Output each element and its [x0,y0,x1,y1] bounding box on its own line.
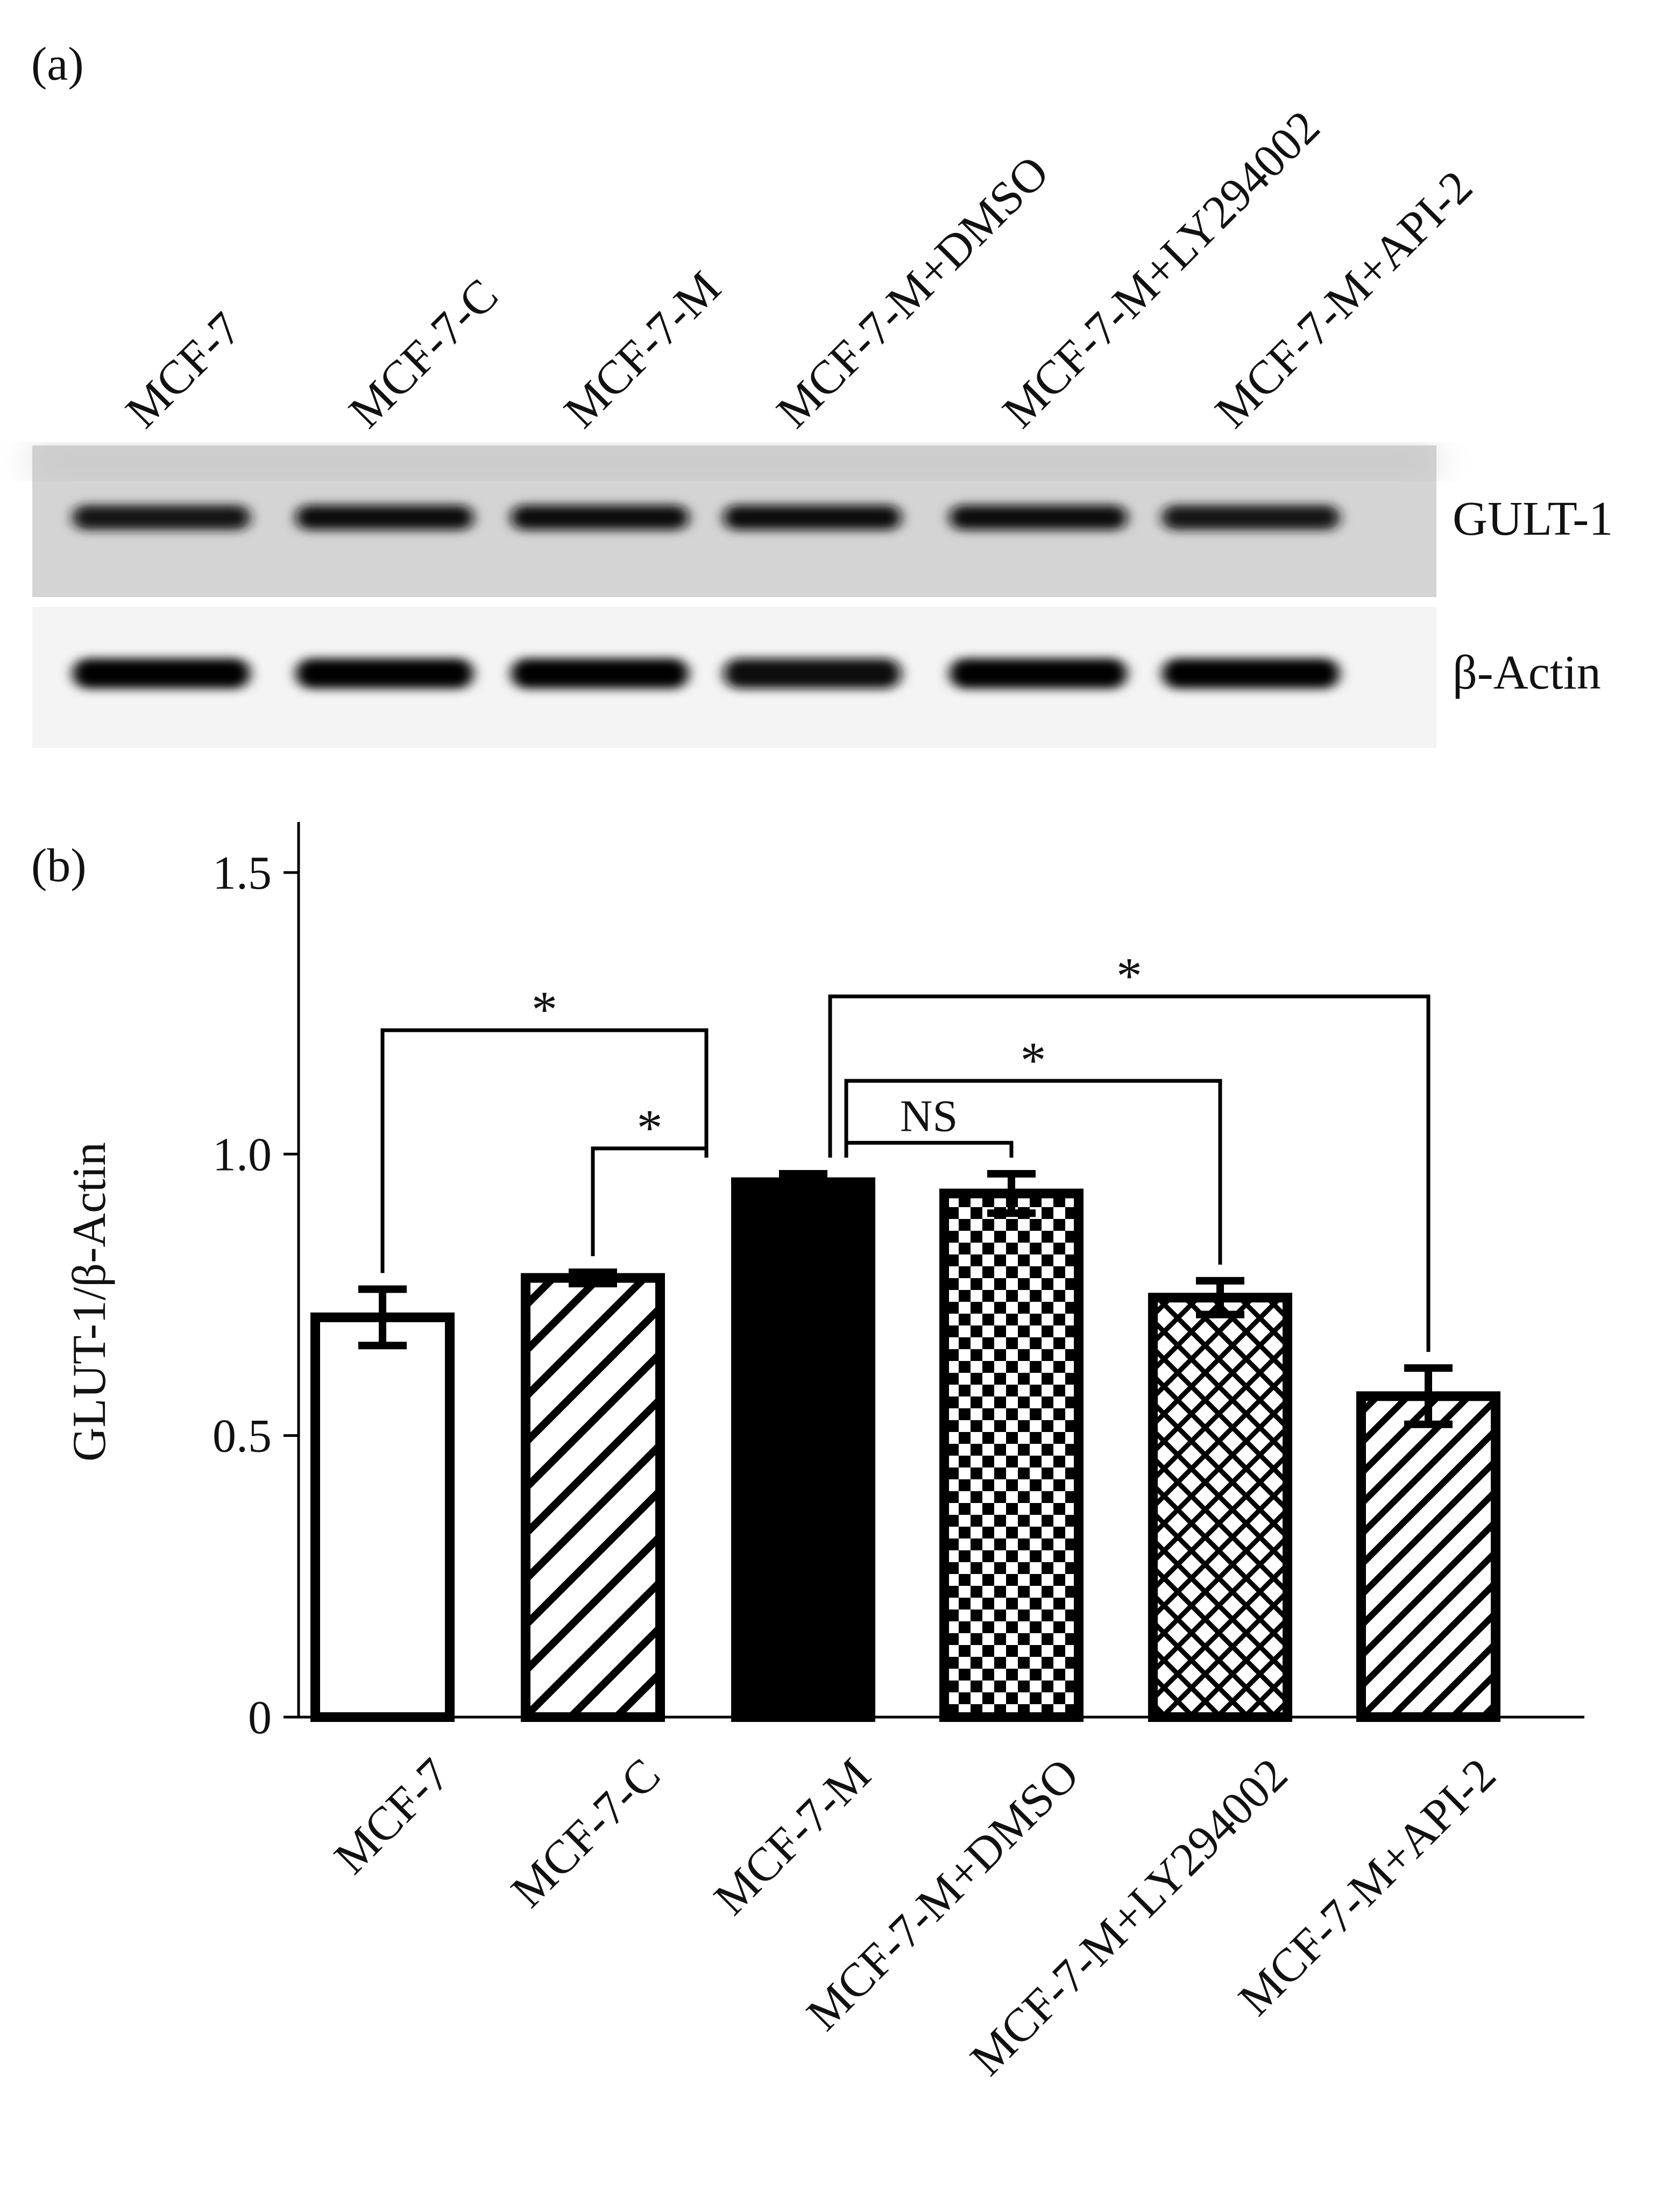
blot-band [511,658,689,689]
lane-labels: MCF-7 MCF-7-C MCF-7-M MCF-7-M+DMSOMCF-7-M+L… [116,101,1483,438]
bar [1148,1293,1292,1722]
blot-band [73,658,250,689]
y-tick-label: 0.5 [213,1410,272,1463]
significance-label: * [532,981,557,1038]
y-tick-label: 0 [248,1692,272,1744]
significance-label: NS [900,1091,958,1141]
blot-band [950,658,1127,689]
blot-label-actin: β-Actin [1453,646,1601,699]
bar [939,1188,1084,1722]
lane-label: MCF-7-C [339,269,508,438]
significance-bracket [380,1028,709,1273]
x-tick-labels: MCF-7 MCF-7-C MCF-7-MMCF-7-M+DMSOMCF-7-M+L… [324,1749,1506,2086]
y-tick-label: 1.5 [213,847,272,899]
bar [731,1177,875,1722]
x-tick-label: MCF-7-C [501,1749,670,1918]
significance-bracket [591,1146,709,1257]
x-tick-label: MCF-7-M [704,1749,881,1925]
significance-bracket [844,1079,1222,1265]
significance-label: * [637,1099,663,1157]
significance-brackets: * * NS * * [380,947,1431,1352]
bar [1356,1391,1500,1722]
lane-label: MCF-7 [116,302,252,438]
blot-band [296,505,473,530]
significance-label: * [1021,1031,1046,1089]
gult1-bands [73,505,1340,530]
blot-gult1-strip [32,445,1436,597]
blot-band [1162,505,1340,530]
panel-b-label: (b) [31,840,87,892]
blot-band [724,658,901,689]
panel-b-bar-chart: (b) GLUT-1/β-Actin 0 0.5 1.0 1.5 * * NS * * MCF… [31,822,1584,2086]
significance-label: * [1116,947,1142,1004]
panel-a-western-blot: (a) MCF-7 MCF-7-C MCF-7-M MCF-7-M+DMSOMCF-7… [31,38,1613,748]
blot-band [511,505,689,530]
lane-label: MCF-7-M [555,261,731,438]
significance-bracket [844,1140,1014,1158]
bars [310,1177,1500,1722]
error-bars [358,1169,1453,1428]
x-tick-label: MCF-7 [324,1749,460,1884]
y-axis-label: GLUT-1/β-Actin [63,1142,116,1462]
blot-band [1162,658,1340,689]
actin-bands [73,658,1340,689]
blot-band [73,505,250,530]
blot-band [296,658,473,689]
blot-band [724,505,901,530]
blot-band [950,505,1127,530]
y-tick-label: 1.0 [213,1129,272,1181]
bar [310,1312,455,1722]
bar [521,1273,665,1722]
panel-a-label: (a) [31,38,84,90]
significance-bracket [828,994,1431,1352]
blot-label-gult1: GULT-1 [1453,492,1613,545]
blot-actin-strip [32,607,1436,748]
